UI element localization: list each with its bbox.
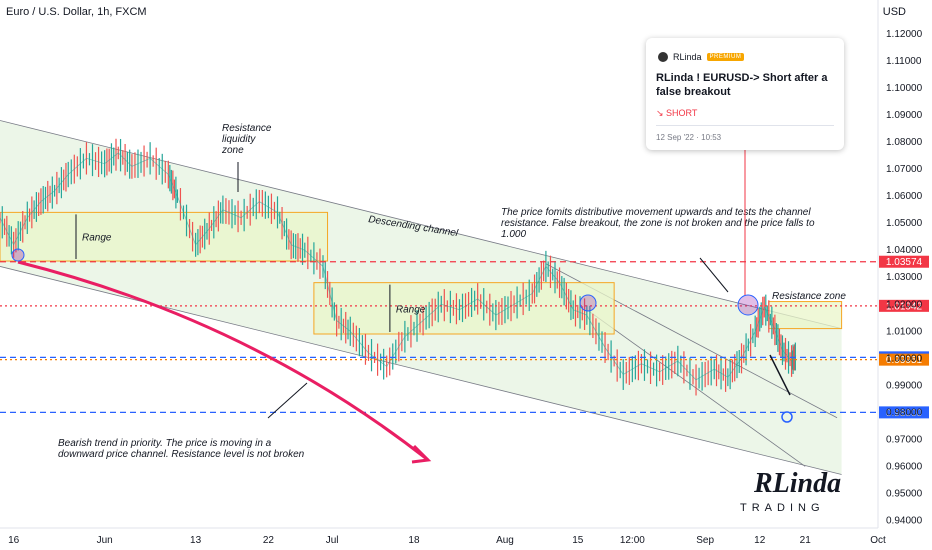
y-tick-label: 1.03000 bbox=[886, 272, 923, 283]
level-price-label: 1.01942 bbox=[886, 301, 923, 312]
pointer-arrow bbox=[699, 257, 729, 293]
channel-upper-line bbox=[0, 120, 842, 329]
target-marker bbox=[781, 411, 793, 423]
logo-subtitle: TRADING bbox=[740, 502, 825, 514]
x-tick-label: 12 bbox=[754, 535, 766, 546]
y-tick-label: 0.98000 bbox=[886, 407, 923, 418]
level-price-label: 0.98000 bbox=[886, 408, 923, 419]
idea-direction: ↘ SHORT bbox=[656, 108, 698, 118]
y-tick-label: 1.02000 bbox=[886, 299, 923, 310]
level-price-label: 0.99951 bbox=[886, 355, 923, 366]
y-tick-label: 1.09000 bbox=[886, 110, 923, 121]
y-tick-label: 1.00000 bbox=[886, 353, 923, 364]
chart-header: Euro / U.S. Dollar, 1h, FXCM bbox=[6, 6, 147, 18]
x-tick-label: Sep bbox=[696, 535, 714, 546]
y-tick-label: 1.12000 bbox=[886, 29, 923, 40]
x-tick-label: 16 bbox=[8, 535, 20, 546]
range-label: Range bbox=[82, 233, 112, 244]
x-tick-label: Jul bbox=[326, 535, 339, 546]
logo-text: RLinda bbox=[754, 468, 842, 499]
level-price-tag bbox=[879, 255, 929, 268]
idea-title[interactable]: RLinda ! EURUSD-> Short after a false br… bbox=[656, 72, 828, 98]
y-tick-label: 0.94000 bbox=[886, 515, 923, 526]
x-tick-label: Jun bbox=[97, 535, 113, 546]
x-tick-label: 12:00 bbox=[620, 535, 645, 546]
y-tick-label: 0.99000 bbox=[886, 380, 923, 391]
level-price-tag bbox=[879, 353, 929, 366]
touch-marker bbox=[579, 294, 597, 312]
bearish-trend-arrow-head bbox=[411, 444, 432, 464]
y-tick-label: 0.95000 bbox=[886, 488, 923, 499]
y-tick-label: 0.96000 bbox=[886, 461, 923, 472]
y-tick-label: 1.05000 bbox=[886, 218, 923, 229]
x-tick-label: 21 bbox=[800, 535, 812, 546]
level-price-tag bbox=[879, 406, 929, 419]
annotation-resistance-liquidity: Resistance liquidity zone bbox=[221, 123, 272, 156]
card-author-row[interactable]: RLinda PREMIUM bbox=[658, 52, 745, 62]
premium-badge: PREMIUM bbox=[706, 53, 745, 61]
x-tick-label: 18 bbox=[408, 535, 420, 546]
y-tick-label: 1.01000 bbox=[886, 326, 923, 337]
idea-timestamp: 12 Sep '22 · 10:53 bbox=[656, 133, 722, 142]
x-tick-label: 13 bbox=[190, 535, 202, 546]
idea-card[interactable]: RLinda PREMIUM RLinda ! EURUSD-> Short a… bbox=[646, 38, 844, 150]
y-tick-label: 1.11000 bbox=[886, 56, 922, 67]
x-tick-label: Oct bbox=[870, 535, 886, 546]
forecast-arrow bbox=[769, 354, 791, 396]
annotation-resistance-zone: Resistance zone bbox=[772, 291, 846, 302]
annotation-bearish-trend: Bearish trend in priority. The price is … bbox=[58, 438, 305, 460]
x-tick-label: 15 bbox=[572, 535, 584, 546]
y-tick-label: 1.07000 bbox=[886, 164, 923, 175]
price-moving-average bbox=[0, 152, 797, 381]
author-name[interactable]: RLinda bbox=[673, 52, 702, 62]
y-tick-label: 0.97000 bbox=[886, 434, 923, 445]
y-tick-label: 1.06000 bbox=[886, 191, 923, 202]
card-divider bbox=[656, 125, 834, 126]
pointer-arrow bbox=[267, 382, 308, 419]
bearish-trend-arrow bbox=[17, 260, 429, 462]
brand-logo: RLinda TRADING bbox=[736, 468, 841, 518]
y-tick-label: 1.08000 bbox=[886, 137, 923, 148]
axis-currency: USD bbox=[882, 6, 906, 18]
y-tick-label: 1.10000 bbox=[886, 83, 923, 94]
y-tick-label: 1.04000 bbox=[886, 245, 923, 256]
x-tick-label: Aug bbox=[496, 535, 514, 546]
touch-marker bbox=[11, 248, 25, 262]
annotation-false-breakout: The price fomits distributive movement u… bbox=[501, 207, 815, 240]
level-price-label: 1.03574 bbox=[886, 257, 923, 268]
touch-marker bbox=[737, 294, 759, 316]
zone-0 bbox=[0, 211, 329, 262]
x-tick-label: 22 bbox=[263, 535, 275, 546]
author-avatar bbox=[658, 52, 668, 62]
level-price-tag bbox=[879, 299, 929, 312]
range-label: Range bbox=[396, 304, 426, 315]
